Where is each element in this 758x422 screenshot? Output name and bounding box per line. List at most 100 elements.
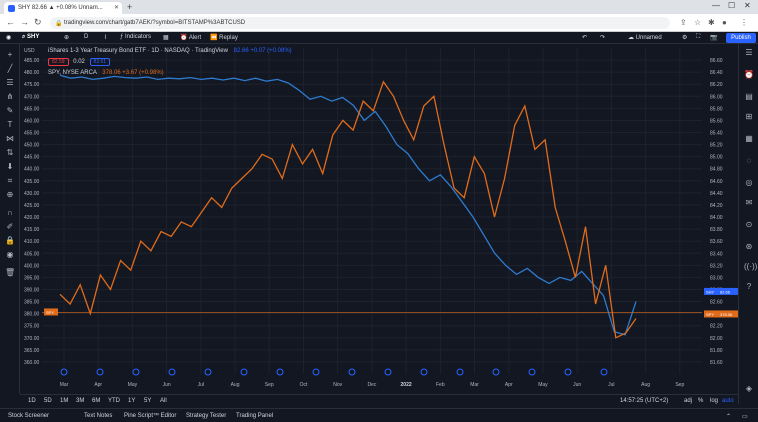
dividend-event-marker[interactable]	[492, 368, 500, 376]
dividend-event-marker[interactable]	[384, 368, 392, 376]
dividend-event-marker[interactable]	[600, 368, 608, 376]
signals-icon[interactable]: ⊛	[745, 242, 753, 251]
range-1d[interactable]: 1D	[28, 398, 36, 404]
left-price-axis[interactable]: USD 485.00 480.00 475.00 470.00 465.00 460.00 4…	[24, 48, 40, 366]
ruler-icon[interactable]: ⌗	[7, 176, 13, 185]
sell-button[interactable]: 82.59	[48, 58, 69, 66]
tab-strategy-tester[interactable]: Strategy Tester	[186, 413, 227, 419]
browser-tab[interactable]: SHY 82.66 ▲ +0.08% Unnam... ✕	[4, 2, 122, 14]
log-toggle[interactable]: log	[710, 398, 719, 404]
interval-button[interactable]: D	[84, 34, 89, 40]
range-ytd[interactable]: YTD	[108, 398, 120, 404]
chats-icon[interactable]: ✉	[745, 198, 753, 207]
eye-icon[interactable]: ◉	[6, 250, 14, 259]
auto-toggle[interactable]: auto	[722, 398, 734, 404]
dividend-event-marker[interactable]	[276, 368, 284, 376]
extensions-icon[interactable]: ✱	[708, 18, 715, 27]
percent-toggle[interactable]: %	[698, 398, 704, 404]
camera-icon[interactable]: 📷	[710, 35, 718, 41]
indicators-button[interactable]: ƒ Indicators	[120, 34, 151, 40]
panel-expand-icon[interactable]: ▭	[742, 414, 748, 420]
ideas-icon[interactable]: ◌	[746, 156, 752, 165]
range-1y[interactable]: 1Y	[128, 398, 136, 404]
new-tab-button[interactable]: +	[127, 2, 133, 12]
text-tool-icon[interactable]: T	[7, 120, 13, 129]
event-markers[interactable]	[60, 368, 608, 376]
dividend-event-marker[interactable]	[240, 368, 248, 376]
chart-type-icon[interactable]: ⌇	[104, 35, 107, 41]
back-icon[interactable]: ←	[6, 17, 15, 27]
adj-toggle[interactable]: adj	[684, 398, 693, 404]
redo-icon[interactable]: ↷	[600, 35, 606, 41]
symbol-search[interactable]: ⌕ SHY	[22, 34, 39, 41]
templates-icon[interactable]: ▦	[163, 35, 169, 41]
alert-button[interactable]: ⏰ Alert	[180, 34, 201, 41]
price-chart[interactable]: USD 485.00 480.00 475.00 470.00 465.00 460.00 4…	[20, 44, 738, 394]
range-5d[interactable]: 5D	[44, 398, 52, 404]
compare-add-icon[interactable]: ⊕	[64, 35, 70, 41]
undo-icon[interactable]: ↶	[582, 35, 588, 41]
magnet-icon[interactable]: ∩	[7, 208, 13, 217]
notifications-icon[interactable]: ⊙	[745, 220, 753, 229]
draw-mode-icon[interactable]: ✐	[6, 222, 14, 231]
range-3m[interactable]: 3M	[76, 398, 85, 404]
publish-button[interactable]: Publish	[726, 33, 756, 43]
range-6m[interactable]: 6M	[92, 398, 101, 404]
clock-time[interactable]: 14:57:25 (UTC+2)	[620, 398, 669, 404]
data-window-icon[interactable]: ▤	[745, 92, 753, 101]
dividend-event-marker[interactable]	[132, 368, 140, 376]
minimize-button[interactable]: —	[712, 1, 720, 10]
dividend-event-marker[interactable]	[420, 368, 428, 376]
layout-button[interactable]: ☁ Unnamed	[628, 34, 662, 41]
reload-icon[interactable]: ↻	[34, 17, 42, 27]
buy-button[interactable]: 82.61	[89, 58, 111, 66]
range-all[interactable]: All	[160, 398, 167, 404]
pitchfork-icon[interactable]: ⋔	[6, 92, 14, 101]
dividend-event-marker[interactable]	[96, 368, 104, 376]
dividend-event-marker[interactable]	[348, 368, 356, 376]
arrow-down-icon[interactable]: ⬇	[6, 162, 14, 171]
star-icon[interactable]: ☆	[694, 18, 702, 27]
crosshair-icon[interactable]: +	[7, 50, 13, 59]
tab-stock-screener[interactable]: Stock Screener	[8, 413, 50, 419]
tab-pine-editor[interactable]: Pine Script™ Editor	[124, 413, 177, 419]
prediction-icon[interactable]: ⇅	[6, 148, 14, 157]
dividend-event-marker[interactable]	[312, 368, 320, 376]
trash-icon[interactable]: 🗑	[5, 268, 16, 277]
close-window-button[interactable]: ✕	[744, 1, 751, 10]
layers-icon[interactable]: ◈	[745, 384, 753, 393]
range-1m[interactable]: 1M	[60, 398, 69, 404]
lock-drawings-icon[interactable]: 🔒	[5, 236, 15, 245]
range-5y[interactable]: 5Y	[144, 398, 152, 404]
broadcast-icon[interactable]: ((·))	[744, 262, 758, 271]
dividend-event-marker[interactable]	[456, 368, 464, 376]
maximize-button[interactable]: ☐	[728, 1, 736, 10]
watchlist-icon[interactable]: ☰	[745, 48, 753, 57]
zoom-in-icon[interactable]: ⊕	[6, 190, 14, 199]
share-icon[interactable]: ⇪	[680, 18, 687, 27]
panel-maximize-icon[interactable]: ⌃	[726, 414, 732, 420]
pattern-icon[interactable]: ⋈	[6, 134, 14, 143]
fullscreen-icon[interactable]: ⛶	[696, 34, 701, 40]
trendline-icon[interactable]: ╱	[7, 64, 13, 73]
dividend-event-marker[interactable]	[168, 368, 176, 376]
brush-icon[interactable]: ✎	[6, 106, 14, 115]
tab-close-icon[interactable]: ✕	[113, 5, 119, 11]
horizontal-lines-icon[interactable]: ☰	[6, 78, 14, 87]
menu-dots-icon[interactable]: ⋮	[740, 18, 748, 27]
url-field[interactable]: 🔒 tradingview.com/chart/gatb7AEK/?symbol…	[50, 17, 670, 29]
settings-gear-icon[interactable]: ⚙	[682, 35, 688, 41]
streams-icon[interactable]: ◎	[745, 178, 753, 187]
tab-trading-panel[interactable]: Trading Panel	[236, 413, 274, 419]
help-icon[interactable]: ?	[746, 282, 752, 291]
dividend-event-marker[interactable]	[60, 368, 68, 376]
avatar[interactable]: ◉	[6, 35, 12, 41]
calendar-icon[interactable]: ▦	[745, 134, 753, 143]
chart-area[interactable]: USD 485.00 480.00 475.00 470.00 465.00 460.00 4…	[20, 44, 738, 394]
dividend-event-marker[interactable]	[204, 368, 212, 376]
profile-icon[interactable]: ●	[722, 18, 727, 27]
main-legend[interactable]: iShares 1-3 Year Treasury Bond ETF · 1D …	[48, 48, 292, 54]
hotlist-icon[interactable]: ⊞	[745, 112, 753, 121]
dividend-event-marker[interactable]	[564, 368, 572, 376]
time-axis[interactable]: Mar Apr May Jun Jul Aug Sep Oct Nov Dec 2022 Feb Mar…	[60, 382, 685, 388]
